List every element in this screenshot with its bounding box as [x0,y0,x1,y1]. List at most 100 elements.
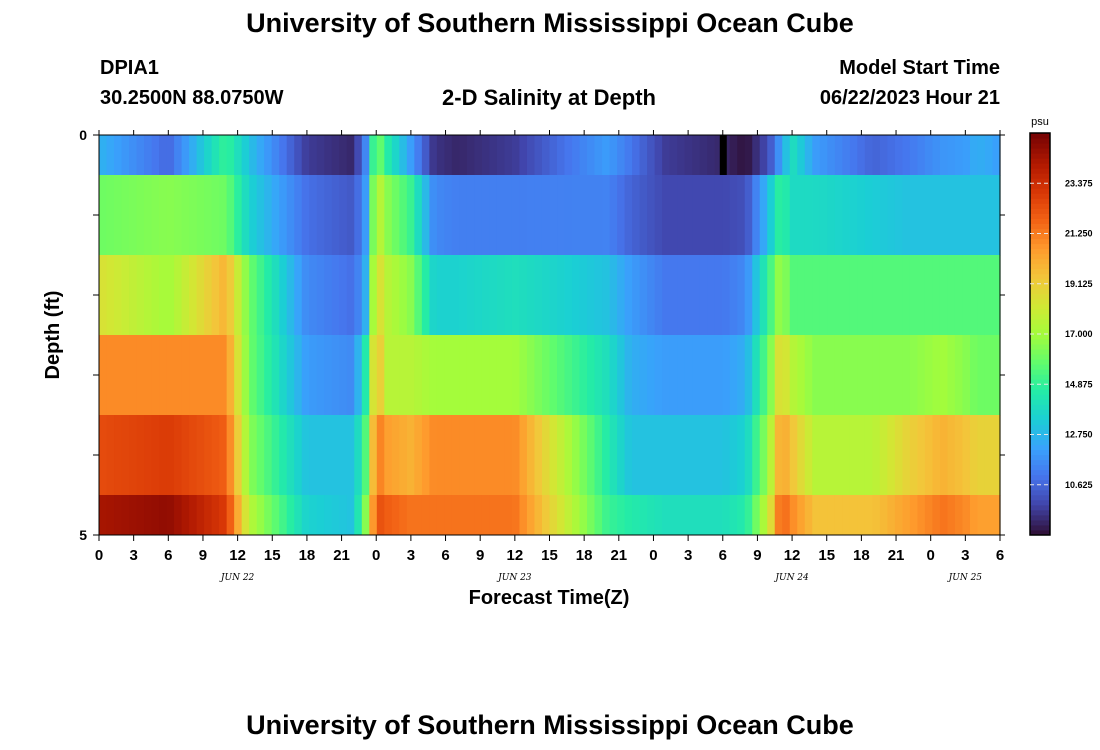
x-tick-label: 0 [649,547,657,564]
heatmap-cell [969,335,979,416]
heatmap-cell [301,495,310,536]
station-id: DPIA1 [100,57,159,79]
colorbar-segment [1030,233,1050,240]
heatmap-cell [759,495,768,536]
heatmap-cell [106,335,115,416]
model-start-label: Model Start Time [839,57,1000,79]
heatmap-cell [669,335,678,416]
colorbar-segment [1030,369,1050,375]
heatmap-cell [602,495,611,536]
colorbar-segment [1030,268,1050,275]
heatmap-cell [159,495,168,536]
heatmap-cell [384,175,393,256]
heatmap-cell [369,175,378,256]
heatmap-cell [557,495,566,536]
heatmap-cell [954,495,964,536]
heatmap-cell [572,175,581,256]
heatmap-cell [166,175,175,256]
heatmap-cell [339,175,348,256]
heatmap-cell [654,415,663,496]
heatmap-cell [977,135,986,176]
heatmap-cell [669,415,678,496]
heatmap-cell [534,255,543,336]
heatmap-cell [677,495,686,536]
heatmap-cell [129,135,138,176]
heatmap-cell [181,495,190,536]
heatmap-cell [594,255,603,336]
heatmap-cell [579,415,588,496]
heatmap-cell [834,415,843,496]
heatmap-cell [151,255,160,336]
colorbar-segment [1030,474,1050,481]
heatmap-cell [984,335,994,416]
colorbar-segment [1030,514,1050,521]
heatmap-cell [699,495,708,536]
heatmap-cell [99,255,108,336]
colorbar-segment [1030,283,1050,290]
heatmap-cell [391,415,400,496]
colorbar-tick-label: 10.625 [1065,480,1093,490]
page-title: University of Southern Mississippi Ocean… [246,8,854,38]
heatmap-cell [909,255,919,336]
heatmap-cell [617,255,626,336]
heatmap-cell [144,415,153,496]
heatmap-cell [872,495,881,536]
heatmap-cell [909,175,919,256]
x-tick-label: 6 [719,547,727,564]
heatmap-cell [879,175,888,256]
heatmap-cell [226,495,235,536]
colorbar-segment [1030,153,1050,159]
heatmap-cell [279,175,288,256]
heatmap-cell [737,135,746,176]
heatmap-cell [504,495,513,536]
heatmap-cell [159,415,168,496]
heatmap-cell [369,135,378,176]
heatmap-cell [857,415,866,496]
heatmap-cell [872,415,881,496]
heatmap-cell [459,175,468,256]
x-tick-label: 9 [199,547,207,564]
heatmap-cell [722,335,731,416]
heatmap-cell [624,415,633,496]
heatmap-cell [504,415,513,496]
colorbar-segment [1030,429,1050,436]
heatmap-cell [962,255,971,336]
heatmap-cell [204,255,213,336]
heatmap-cell [331,495,340,536]
heatmap-cell [902,175,911,256]
heatmap-cell [887,175,896,256]
heatmap-cell [992,255,1001,336]
heatmap-cell [489,335,498,416]
heatmap-cell [632,495,641,536]
heatmap-cell [894,135,903,176]
heatmap-cell [114,415,123,496]
heatmap-cell [361,135,370,176]
heatmap-cell [797,495,806,536]
heatmap-cell [789,495,798,536]
heatmap-cell [414,495,423,536]
heatmap-cell [136,495,145,536]
heatmap-cell [309,255,318,336]
colorbar-tick-label: 21.250 [1065,229,1093,239]
heatmap-cell [842,135,851,176]
x-tick-label: 3 [961,547,969,564]
heatmap-cell [159,255,168,336]
heatmap-cell [969,415,979,496]
heatmap-cell [789,175,798,256]
heatmap-cell [174,335,183,416]
heatmap-cell [639,335,648,416]
heatmap-cell [662,175,671,256]
heatmap-cell [451,495,460,536]
heatmap-cell [369,495,378,536]
heatmap-cell [204,335,213,416]
heatmap-cell [692,255,701,336]
colorbar-segment [1030,499,1050,506]
colorbar-segment [1030,328,1050,335]
heatmap-cell [827,175,836,256]
heatmap-cell [399,255,408,336]
heatmap-cell [804,255,813,336]
heatmap-cell [767,335,776,416]
heatmap-cell [234,495,243,536]
heatmap-cell [121,175,130,256]
heatmap-cell [151,175,160,256]
